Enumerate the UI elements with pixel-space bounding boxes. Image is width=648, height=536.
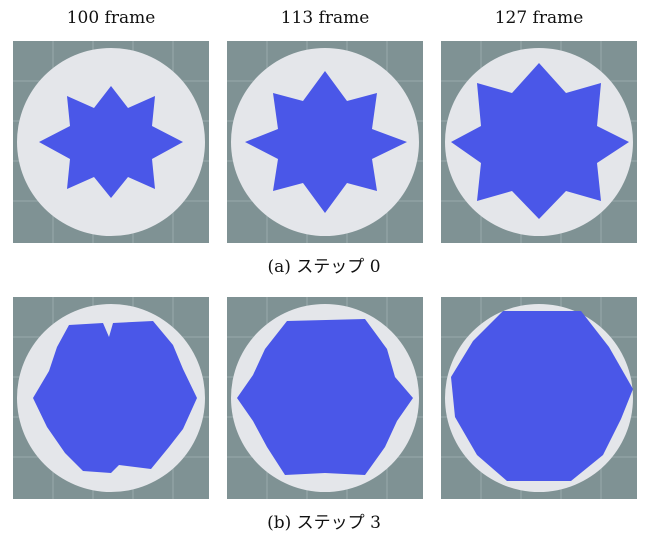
panel-step3-frame127 [441,297,637,499]
caption-step0: (a) ステップ 0 [267,257,381,277]
panel-step3-frame113 [227,297,423,499]
panel-step0-frame127 [441,41,637,243]
caption-step3: (b) ステップ 3 [267,513,381,533]
column-header-100: 100 frame [66,8,156,28]
simulation-image [227,41,423,243]
panel-step3-frame100 [13,297,209,499]
column-header-127: 127 frame [494,8,584,28]
simulation-image [13,297,209,499]
column-header-113: 113 frame [280,8,370,28]
simulation-image [441,41,637,243]
simulation-image [441,297,637,499]
simulation-image [13,41,209,243]
panel-step0-frame113 [227,41,423,243]
simulation-image [227,297,423,499]
panel-step0-frame100 [13,41,209,243]
